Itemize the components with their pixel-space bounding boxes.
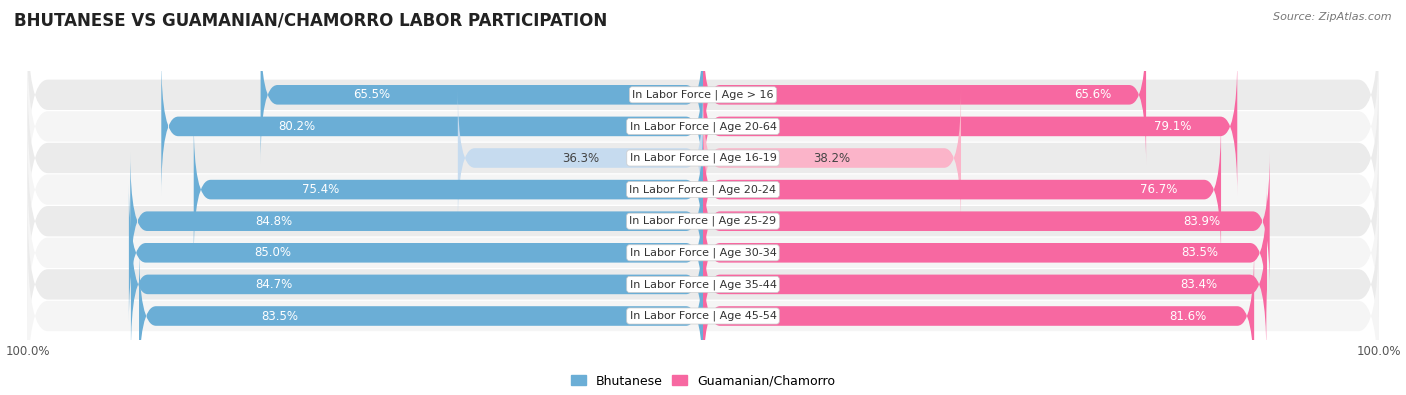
Text: 83.9%: 83.9%: [1182, 215, 1220, 228]
Text: 76.7%: 76.7%: [1140, 183, 1178, 196]
Text: BHUTANESE VS GUAMANIAN/CHAMORRO LABOR PARTICIPATION: BHUTANESE VS GUAMANIAN/CHAMORRO LABOR PA…: [14, 12, 607, 30]
Text: In Labor Force | Age 20-24: In Labor Force | Age 20-24: [630, 184, 776, 195]
Text: 83.4%: 83.4%: [1180, 278, 1218, 291]
Text: In Labor Force | Age 25-29: In Labor Force | Age 25-29: [630, 216, 776, 226]
FancyBboxPatch shape: [703, 184, 1267, 322]
FancyBboxPatch shape: [28, 78, 1378, 238]
Text: 36.3%: 36.3%: [562, 152, 599, 164]
FancyBboxPatch shape: [703, 57, 1237, 196]
FancyBboxPatch shape: [703, 89, 962, 227]
Legend: Bhutanese, Guamanian/Chamorro: Bhutanese, Guamanian/Chamorro: [565, 370, 841, 393]
Text: In Labor Force | Age 35-44: In Labor Force | Age 35-44: [630, 279, 776, 290]
FancyBboxPatch shape: [703, 247, 1254, 385]
Text: 83.5%: 83.5%: [1181, 246, 1218, 259]
Text: 81.6%: 81.6%: [1170, 310, 1206, 322]
FancyBboxPatch shape: [703, 26, 1146, 164]
Text: 65.5%: 65.5%: [353, 88, 389, 101]
Text: 85.0%: 85.0%: [254, 246, 291, 259]
FancyBboxPatch shape: [28, 110, 1378, 269]
Text: In Labor Force | Age > 16: In Labor Force | Age > 16: [633, 90, 773, 100]
FancyBboxPatch shape: [28, 15, 1378, 175]
Text: Source: ZipAtlas.com: Source: ZipAtlas.com: [1274, 12, 1392, 22]
Text: 84.7%: 84.7%: [256, 278, 292, 291]
FancyBboxPatch shape: [28, 173, 1378, 333]
FancyBboxPatch shape: [703, 152, 1270, 290]
Text: In Labor Force | Age 30-34: In Labor Force | Age 30-34: [630, 248, 776, 258]
FancyBboxPatch shape: [703, 215, 1267, 354]
Text: In Labor Force | Age 45-54: In Labor Force | Age 45-54: [630, 311, 776, 321]
Text: 80.2%: 80.2%: [278, 120, 315, 133]
FancyBboxPatch shape: [28, 236, 1378, 395]
FancyBboxPatch shape: [703, 120, 1220, 259]
Text: In Labor Force | Age 16-19: In Labor Force | Age 16-19: [630, 153, 776, 163]
FancyBboxPatch shape: [28, 47, 1378, 206]
Text: 83.5%: 83.5%: [262, 310, 298, 322]
Text: 79.1%: 79.1%: [1154, 120, 1192, 133]
Text: 65.6%: 65.6%: [1074, 88, 1112, 101]
FancyBboxPatch shape: [162, 57, 703, 196]
FancyBboxPatch shape: [139, 247, 703, 385]
FancyBboxPatch shape: [131, 152, 703, 290]
FancyBboxPatch shape: [458, 89, 703, 227]
Text: In Labor Force | Age 20-64: In Labor Force | Age 20-64: [630, 121, 776, 132]
FancyBboxPatch shape: [28, 205, 1378, 364]
FancyBboxPatch shape: [129, 184, 703, 322]
FancyBboxPatch shape: [194, 120, 703, 259]
Text: 75.4%: 75.4%: [302, 183, 340, 196]
FancyBboxPatch shape: [131, 215, 703, 354]
FancyBboxPatch shape: [28, 141, 1378, 301]
Text: 38.2%: 38.2%: [814, 152, 851, 164]
FancyBboxPatch shape: [260, 26, 703, 164]
Text: 84.8%: 84.8%: [254, 215, 292, 228]
